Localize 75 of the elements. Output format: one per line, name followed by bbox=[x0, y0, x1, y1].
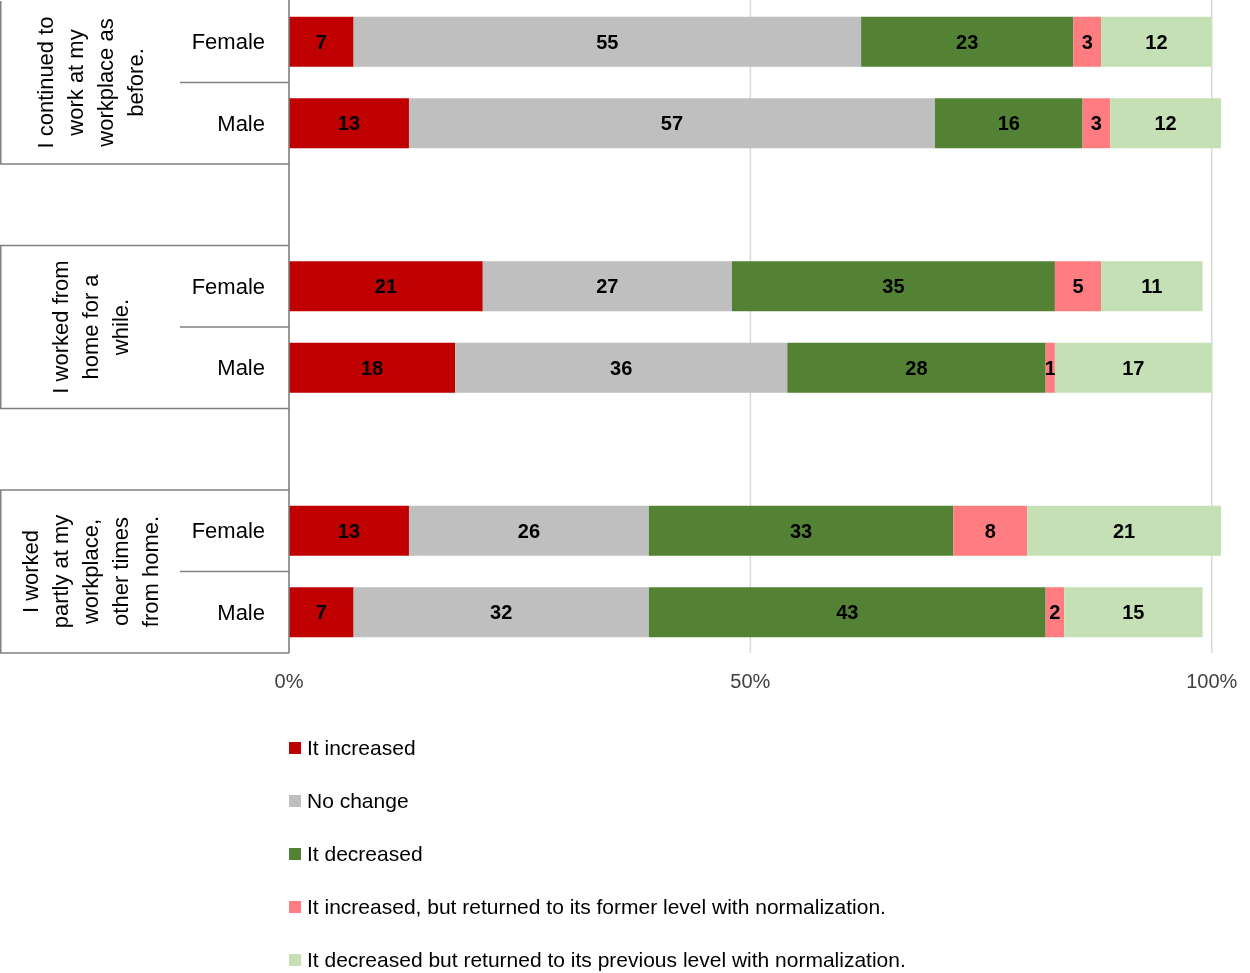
bar bbox=[787, 342, 1046, 393]
bar bbox=[1064, 587, 1203, 638]
bar bbox=[408, 505, 649, 556]
bar bbox=[1027, 505, 1221, 556]
x-tick-label: 100% bbox=[1186, 670, 1238, 692]
data-label: 3 bbox=[1081, 30, 1093, 53]
x-tick-label: 50% bbox=[730, 670, 771, 692]
data-label: 15 bbox=[1122, 601, 1145, 624]
bar bbox=[289, 16, 354, 67]
data-label: 36 bbox=[610, 356, 633, 379]
bar bbox=[934, 98, 1083, 149]
bar bbox=[353, 16, 862, 67]
bar bbox=[1073, 16, 1102, 67]
data-label: 43 bbox=[836, 601, 859, 624]
bar bbox=[289, 98, 409, 149]
bar bbox=[353, 587, 649, 638]
bar bbox=[455, 342, 788, 393]
legend-label: It increased bbox=[307, 736, 416, 760]
text: I worked from home for a while. bbox=[48, 260, 133, 394]
data-label: 7 bbox=[315, 30, 327, 53]
data-label: 2 bbox=[1049, 601, 1061, 624]
data-label: 13 bbox=[337, 519, 361, 542]
data-label: 18 bbox=[360, 356, 384, 379]
y-tick-label: Female bbox=[191, 273, 265, 299]
data-label: 23 bbox=[956, 30, 979, 53]
bar bbox=[289, 587, 354, 638]
data-label: 33 bbox=[790, 519, 813, 542]
data-label: 35 bbox=[882, 275, 905, 298]
data-label: 16 bbox=[997, 112, 1020, 135]
data-label: 17 bbox=[1122, 356, 1145, 379]
bar bbox=[648, 505, 954, 556]
legend-label: It decreased bbox=[307, 842, 423, 866]
y-tick-label: Male bbox=[217, 599, 265, 625]
data-label: 26 bbox=[517, 519, 541, 542]
bar bbox=[953, 505, 1028, 556]
bar bbox=[408, 98, 935, 149]
bar bbox=[289, 261, 483, 312]
data-label: 11 bbox=[1141, 275, 1163, 298]
data-label: 3 bbox=[1090, 112, 1102, 135]
data-label: 21 bbox=[374, 275, 398, 298]
data-label: 13 bbox=[337, 112, 361, 135]
data-label: 21 bbox=[1112, 519, 1136, 542]
bar bbox=[289, 342, 456, 393]
bar bbox=[1101, 261, 1203, 312]
y-tick-label: Male bbox=[217, 355, 265, 381]
data-label: 1 bbox=[1044, 356, 1056, 379]
data-label: 5 bbox=[1072, 275, 1084, 298]
y-tick-label: Male bbox=[217, 110, 265, 136]
data-label: 57 bbox=[660, 112, 684, 135]
y-tick-label: Female bbox=[191, 518, 265, 544]
x-tick-label: 0% bbox=[274, 670, 304, 692]
bar bbox=[1054, 261, 1102, 312]
data-label: 32 bbox=[490, 601, 513, 624]
data-label: 28 bbox=[905, 356, 928, 379]
data-label: 12 bbox=[1145, 30, 1168, 53]
data-label: 27 bbox=[596, 275, 619, 298]
bar bbox=[731, 261, 1055, 312]
data-label: 12 bbox=[1154, 112, 1177, 135]
data-label: 8 bbox=[984, 519, 996, 542]
legend-label: It increased, but returned to its former level with normalization. bbox=[307, 895, 886, 919]
bar bbox=[1054, 342, 1212, 393]
data-label: 7 bbox=[315, 601, 327, 624]
bar bbox=[1110, 98, 1221, 149]
bar bbox=[289, 505, 409, 556]
text: I continued to work at my workplace as before. bbox=[33, 16, 148, 149]
bar bbox=[482, 261, 732, 312]
data-label: 55 bbox=[596, 30, 619, 53]
bar bbox=[861, 16, 1074, 67]
legend-label: It decreased but returned to its previous level with normalization. bbox=[307, 948, 906, 972]
legend-label: No change bbox=[307, 789, 409, 813]
text: I worked partly at my workplace, other times from home. bbox=[18, 514, 163, 629]
bar bbox=[1082, 98, 1111, 149]
bar bbox=[648, 587, 1046, 638]
bar bbox=[1101, 16, 1212, 67]
y-tick-label: Female bbox=[191, 29, 265, 55]
